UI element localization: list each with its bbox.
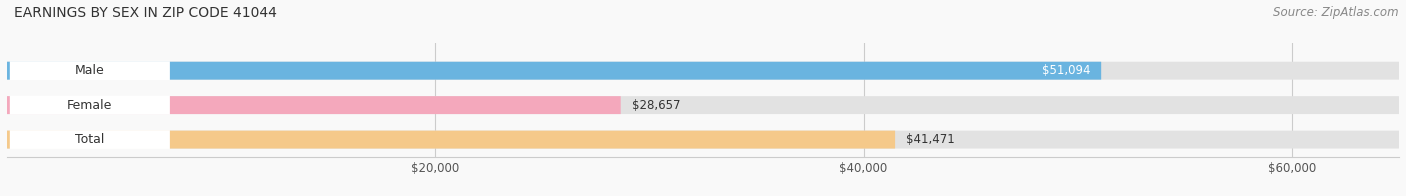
- Text: EARNINGS BY SEX IN ZIP CODE 41044: EARNINGS BY SEX IN ZIP CODE 41044: [14, 6, 277, 20]
- FancyBboxPatch shape: [7, 131, 896, 149]
- FancyBboxPatch shape: [7, 62, 1101, 80]
- FancyBboxPatch shape: [7, 96, 620, 114]
- FancyBboxPatch shape: [7, 96, 1399, 114]
- FancyBboxPatch shape: [10, 130, 170, 149]
- Text: Source: ZipAtlas.com: Source: ZipAtlas.com: [1274, 6, 1399, 19]
- FancyBboxPatch shape: [7, 62, 1399, 80]
- FancyBboxPatch shape: [10, 96, 170, 114]
- FancyBboxPatch shape: [7, 131, 1399, 149]
- Text: $28,657: $28,657: [631, 99, 681, 112]
- Text: $41,471: $41,471: [907, 133, 955, 146]
- Text: $51,094: $51,094: [1042, 64, 1090, 77]
- Text: Total: Total: [75, 133, 104, 146]
- FancyBboxPatch shape: [10, 61, 170, 80]
- Text: Male: Male: [75, 64, 104, 77]
- Text: Female: Female: [67, 99, 112, 112]
